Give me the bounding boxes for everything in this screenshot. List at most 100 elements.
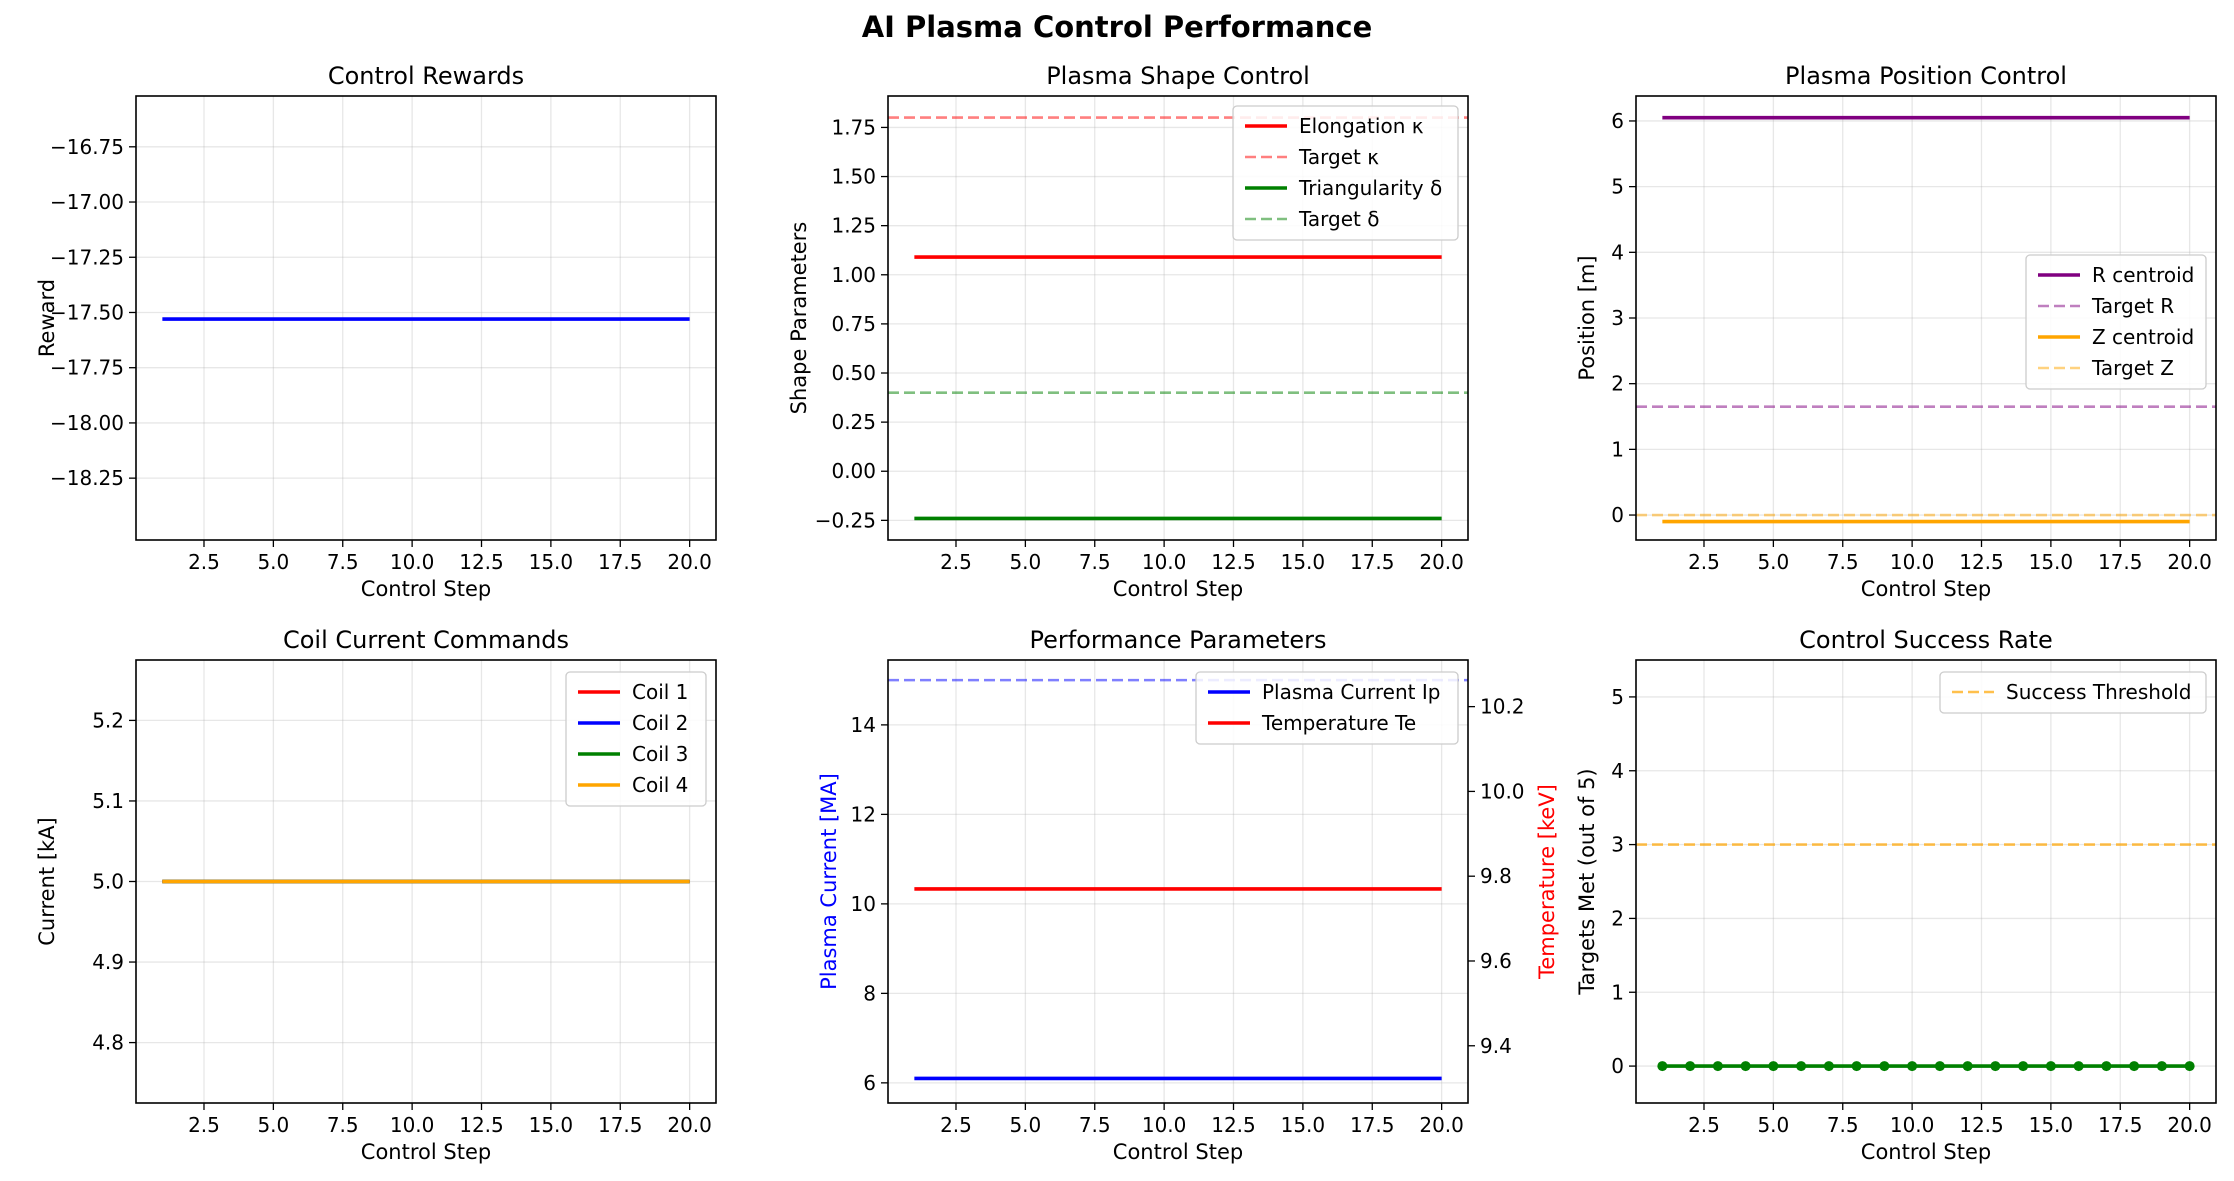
y-tick-label: 2: [1611, 372, 1624, 396]
x-tick-label: 20.0: [2167, 550, 2212, 574]
marker-point: [1685, 1061, 1696, 1072]
x-tick-label: 17.5: [2098, 1113, 2143, 1137]
legend-frame: [1195, 671, 1459, 745]
x-tick-label: 5.0: [1009, 1113, 1041, 1137]
y-tick-label: 1: [1611, 980, 1624, 1004]
marker-point: [1768, 1061, 1779, 1072]
legend-label: Plasma Current Ip: [1262, 680, 1440, 704]
marker-point: [1823, 1061, 1834, 1072]
x-tick-label: 2.5: [1688, 550, 1720, 574]
legend: Success Threshold: [1939, 671, 2207, 714]
y-tick-label: 3: [1611, 306, 1624, 330]
marker-point: [1907, 1061, 1918, 1072]
y-tick-label: 1.00: [831, 263, 876, 287]
y-tick-label: 1.50: [831, 165, 876, 189]
x-tick-label: 5.0: [1757, 1113, 1789, 1137]
axes-frame: [887, 659, 1469, 1104]
x-tick-label: 5.0: [1757, 550, 1789, 574]
x-tick-label: 12.5: [1211, 1113, 1256, 1137]
y-axis-label: Plasma Current [MA]: [817, 773, 841, 990]
legend-label: Z centroid: [2092, 325, 2194, 349]
legend-frame: [565, 671, 707, 807]
x-tick-label: 2.5: [940, 1113, 972, 1137]
y-tick-label: 2: [1611, 906, 1624, 930]
x-tick-label: 2.5: [1688, 1113, 1720, 1137]
marker-point: [1796, 1061, 1807, 1072]
y-tick-label: 5.0: [92, 870, 124, 894]
x-tick-label: 15.0: [529, 1113, 574, 1137]
x-tick-label: 20.0: [1419, 550, 1464, 574]
x-tick-label: 15.0: [1281, 550, 1326, 574]
x-axis-label: Control Step: [361, 1140, 491, 1164]
x-tick-label: 20.0: [667, 1113, 712, 1137]
marker-point: [2129, 1061, 2140, 1072]
y-tick-label: 14: [851, 713, 876, 737]
y-tick-label: 0: [1611, 503, 1624, 527]
y-tick-label: 5.2: [92, 708, 124, 732]
x-tick-label: 10.0: [1890, 550, 1935, 574]
x-axis-label: Control Step: [1861, 577, 1991, 601]
y-tick-label: 6: [863, 1071, 876, 1095]
y-tick-label: 4.9: [92, 950, 124, 974]
x-tick-label: 12.5: [1959, 1113, 2004, 1137]
legend-label: Temperature Te: [1261, 711, 1416, 735]
x-tick-label: 20.0: [667, 550, 712, 574]
subplot-title: Plasma Shape Control: [1046, 62, 1310, 90]
subplot-3: 2.5 5.0 7.5 10.0 12.5 15.0 17.5 20.0 0 1 2 3 4 5 6 Plas…: [1575, 62, 2217, 601]
y2-tick-label: 9.6: [1480, 949, 1512, 973]
x-tick-label: 7.5: [1079, 550, 1111, 574]
marker-point: [1712, 1061, 1723, 1072]
y-tick-label: −0.25: [815, 508, 876, 532]
x-tick-label: 15.0: [2029, 1113, 2074, 1137]
x-tick-label: 10.0: [390, 550, 435, 574]
legend-label: Triangularity δ: [1298, 176, 1442, 200]
y2-tick-label: 10.0: [1480, 779, 1525, 803]
legend-label: R centroid: [2092, 263, 2194, 287]
x-tick-label: 7.5: [1827, 1113, 1859, 1137]
y-tick-label: −16.75: [50, 135, 124, 159]
y-tick-label: 12: [851, 802, 876, 826]
x-tick-label: 12.5: [1211, 550, 1256, 574]
legend-frame: [2025, 254, 2207, 390]
x-tick-label: 17.5: [1350, 1113, 1395, 1137]
legend-label: Coil 2: [632, 711, 688, 735]
x-tick-label: 15.0: [529, 550, 574, 574]
marker-point: [2184, 1061, 2195, 1072]
plot-area: [1636, 660, 2216, 1103]
y2-tick-label: 9.4: [1480, 1034, 1512, 1058]
x-tick-label: 2.5: [188, 1113, 220, 1137]
legend-label: Coil 3: [632, 742, 688, 766]
y-tick-label: 0.50: [831, 361, 876, 385]
marker-point: [1851, 1061, 1862, 1072]
subplot-6: 2.5 5.0 7.5 10.0 12.5 15.0 17.5 20.0 0 1 2 3 4 5 Contr…: [1575, 626, 2217, 1164]
legend-label: Target Z: [2091, 356, 2174, 380]
marker-point: [1657, 1061, 1668, 1072]
legend-label: Elongation κ: [1299, 114, 1424, 138]
x-tick-label: 10.0: [1142, 1113, 1187, 1137]
y-tick-label: 1.75: [831, 115, 876, 139]
legend: R centroid Target R Z centroid Target Z: [2025, 254, 2207, 390]
marker-point: [2101, 1061, 2112, 1072]
y-axis-label: Shape Parameters: [787, 222, 811, 415]
x-axis-label: Control Step: [1113, 577, 1243, 601]
marker-point: [1879, 1061, 1890, 1072]
figure-title: AI Plasma Control Performance: [862, 10, 1373, 44]
y-tick-label: −17.25: [50, 245, 124, 269]
marker-point: [2045, 1061, 2056, 1072]
y-axis-label: Reward: [35, 279, 59, 357]
legend-label: Target κ: [1298, 145, 1379, 169]
legend: Plasma Current Ip Temperature Te: [1195, 671, 1459, 745]
x-tick-label: 5.0: [257, 550, 289, 574]
subplot-title: Control Rewards: [328, 62, 524, 90]
y-tick-label: 5: [1611, 175, 1624, 199]
legend-label: Target R: [2091, 294, 2174, 318]
marker-point: [1962, 1061, 1973, 1072]
x-tick-label: 5.0: [1009, 550, 1041, 574]
x-tick-label: 7.5: [327, 550, 359, 574]
x-tick-label: 15.0: [2029, 550, 2074, 574]
subplot-1: 2.5 5.0 7.5 10.0 12.5 15.0 17.5 20.0 −18.25 −18.0…: [35, 62, 717, 601]
legend-frame: [1939, 671, 2207, 714]
subplot-title: Control Success Rate: [1799, 626, 2053, 654]
x-tick-label: 17.5: [1350, 550, 1395, 574]
